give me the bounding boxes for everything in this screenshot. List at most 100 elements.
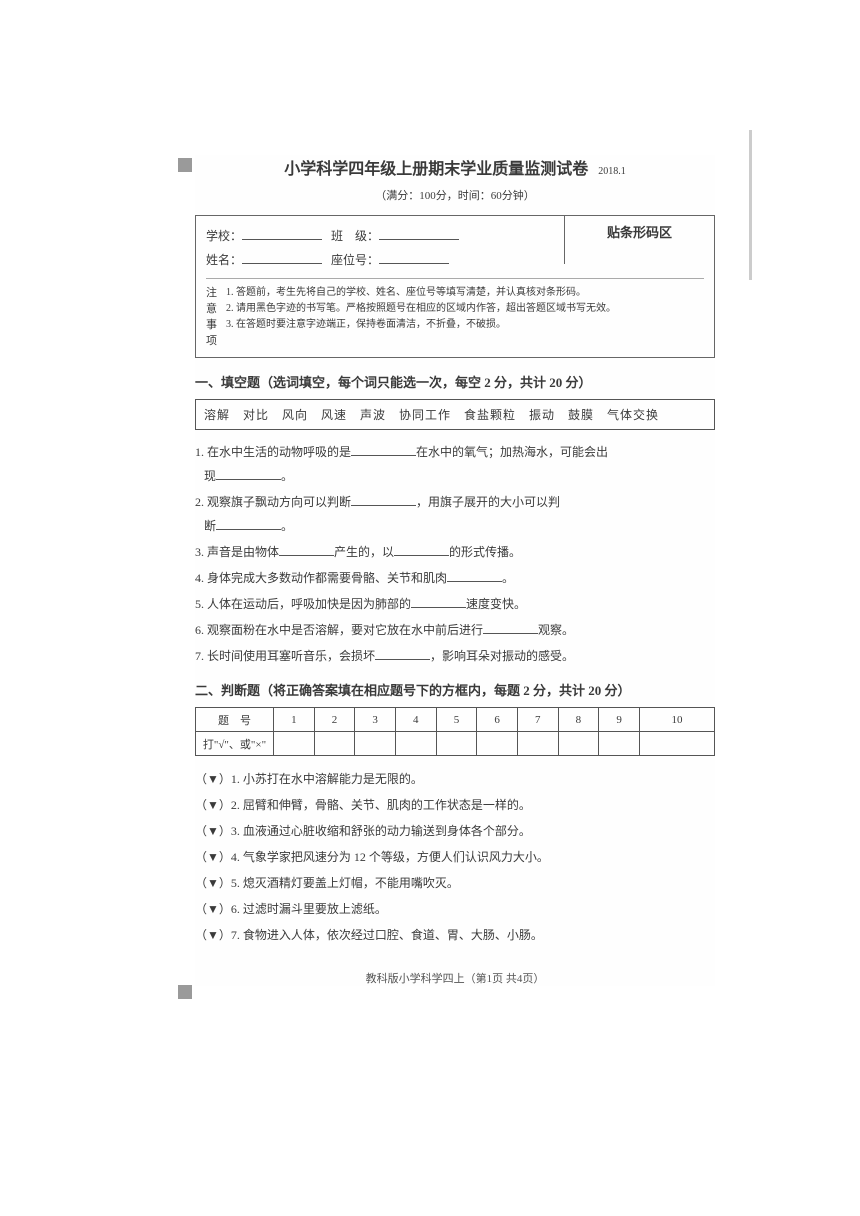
q1-d: 。 (281, 469, 293, 483)
tf-1: （▼）1. 小苏打在水中溶解能力是无限的。 (195, 766, 715, 792)
blank-4-1[interactable] (447, 569, 502, 582)
table-header-row: 题 号 1 2 3 4 5 6 7 8 9 10 (196, 708, 715, 732)
tf-6: （▼）6. 过滤时漏斗里要放上滤纸。 (195, 896, 715, 922)
notice-h-3: 项 (206, 333, 220, 349)
col-10: 10 (639, 708, 714, 732)
tf-2: （▼）2. 屈臂和伸臂，骨骼、关节、肌肉的工作状态是一样的。 (195, 792, 715, 818)
corner-mark-tl (178, 158, 192, 172)
tf-4: （▼）4. 气象学家把风速分为 12 个等级，方便人们认识风力大小。 (195, 844, 715, 870)
tf-5: （▼）5. 熄灭酒精灯要盖上灯帽，不能用嘴吹灭。 (195, 870, 715, 896)
name-label: 姓名： (206, 253, 242, 267)
notice-line-3: 3. 在答题时要注意字迹端正，保持卷面清洁，不折叠，不破损。 (226, 317, 616, 333)
col-6: 6 (477, 708, 518, 732)
q1: 1. 在水中生活的动物呼吸的是 在水中的氧气；加热海水，可能会出 现 。 (195, 440, 715, 488)
exam-page: 小学科学四年级上册期末学业质量监测试卷 2018.1 （满分：100分，时间：6… (195, 155, 715, 986)
name-input[interactable] (242, 250, 322, 264)
blank-3-1[interactable] (279, 543, 334, 556)
tf-7: （▼）7. 食物进入人体，依次经过口腔、食道、胃、大肠、小肠。 (195, 922, 715, 948)
blank-2-1[interactable] (351, 493, 416, 506)
blank-2-2[interactable] (216, 517, 281, 530)
table-answer-row: 打"√"、或"×" (196, 732, 715, 756)
col-9: 9 (599, 708, 640, 732)
notice-row: 注 意 事 项 1. 答题前，考生先将自己的学校、姓名、座位号等填写清楚，并认真… (206, 278, 704, 349)
scan-edge-shadow (749, 130, 752, 280)
notice-line-1: 1. 答题前，考生先将自己的学校、姓名、座位号等填写清楚，并认真核对条形码。 (226, 285, 616, 301)
notice-h-2: 事 (206, 317, 220, 333)
col-5: 5 (436, 708, 477, 732)
q2: 2. 观察旗子飘动方向可以判断 ，用旗子展开的大小可以判 断 。 (195, 490, 715, 538)
ans-7[interactable] (517, 732, 558, 756)
class-label: 班 级： (331, 229, 379, 243)
q3: 3. 声音是由物体 产生的，以 的形式传播。 (195, 540, 715, 564)
q6-a: 6. 观察面粉在水中是否溶解，要对它放在水中前后进行 (195, 623, 483, 637)
col-1: 1 (274, 708, 315, 732)
ans-3[interactable] (355, 732, 396, 756)
info-fields: 学校： 班 级： 姓名： 座位号： (206, 224, 564, 272)
barcode-label: 贴条形码区 (607, 225, 672, 240)
notice-h-0: 注 (206, 285, 220, 301)
q1-a: 1. 在水中生活的动物呼吸的是 (195, 445, 351, 459)
q5-b: 速度变快。 (466, 597, 526, 611)
blank-7-1[interactable] (375, 647, 430, 660)
exam-date: 2018.1 (598, 166, 626, 177)
q1-c: 现 (204, 469, 216, 483)
section1-title: 一、填空题（选词填空，每个词只能选一次，每空 2 分，共计 20 分） (195, 372, 715, 391)
q3-c: 的形式传播。 (449, 545, 521, 559)
notice-heading: 注 意 事 项 (206, 285, 220, 349)
col-2: 2 (314, 708, 355, 732)
ans-8[interactable] (558, 732, 599, 756)
title-row: 小学科学四年级上册期末学业质量监测试卷 2018.1 (195, 155, 715, 179)
blank-6-1[interactable] (483, 621, 538, 634)
q5-a: 5. 人体在运动后，呼吸加快是因为肺部的 (195, 597, 411, 611)
q3-b: 产生的，以 (334, 545, 394, 559)
q4-b: 。 (502, 571, 514, 585)
corner-mark-bl (178, 985, 192, 999)
q2-b: ，用旗子展开的大小可以判 (416, 495, 560, 509)
ans-6[interactable] (477, 732, 518, 756)
mark-label: 打"√"、或"×" (196, 732, 274, 756)
student-info-box: 学校： 班 级： 姓名： 座位号： 贴条形码区 注 意 事 项 1. 答题前，考… (195, 215, 715, 358)
col-label: 题 号 (196, 708, 274, 732)
q5: 5. 人体在运动后，呼吸加快是因为肺部的 速度变快。 (195, 592, 715, 616)
q7-b: ，影响耳朵对振动的感受。 (430, 649, 574, 663)
q2-d: 。 (281, 519, 293, 533)
notice-line-2: 2. 请用黑色字迹的书写笔。严格按照题号在相应的区域内作答，超出答题区域书写无效… (226, 301, 616, 317)
q4: 4. 身体完成大多数动作都需要骨骼、关节和肌肉 。 (195, 566, 715, 590)
ans-5[interactable] (436, 732, 477, 756)
blank-3-2[interactable] (394, 543, 449, 556)
q4-a: 4. 身体完成大多数动作都需要骨骼、关节和肌肉 (195, 571, 447, 585)
blank-1-1[interactable] (351, 443, 416, 456)
notice-h-1: 意 (206, 301, 220, 317)
class-input[interactable] (379, 226, 459, 240)
ans-9[interactable] (599, 732, 640, 756)
notice-body: 1. 答题前，考生先将自己的学校、姓名、座位号等填写清楚，并认真核对条形码。 2… (226, 285, 616, 349)
info-row: 学校： 班 级： 姓名： 座位号： 贴条形码区 (206, 224, 704, 272)
q7: 7. 长时间使用耳塞听音乐，会损坏 ，影响耳朵对振动的感受。 (195, 644, 715, 668)
blank-1-2[interactable] (216, 467, 281, 480)
main-title: 小学科学四年级上册期末学业质量监测试卷 (284, 161, 588, 178)
answer-table: 题 号 1 2 3 4 5 6 7 8 9 10 打"√"、或"×" (195, 707, 715, 756)
school-input[interactable] (242, 226, 322, 240)
ans-4[interactable] (395, 732, 436, 756)
subtitle: （满分：100分，时间：60分钟） (195, 187, 715, 203)
seat-label: 座位号： (331, 253, 379, 267)
ans-1[interactable] (274, 732, 315, 756)
seat-input[interactable] (379, 250, 449, 264)
ans-2[interactable] (314, 732, 355, 756)
ans-10[interactable] (639, 732, 714, 756)
q1-b: 在水中的氧气；加热海水，可能会出 (416, 445, 608, 459)
q2-a: 2. 观察旗子飘动方向可以判断 (195, 495, 351, 509)
q6-b: 观察。 (538, 623, 574, 637)
q7-a: 7. 长时间使用耳塞听音乐，会损坏 (195, 649, 375, 663)
tf-3: （▼）3. 血液通过心脏收缩和舒张的动力输送到身体各个部分。 (195, 818, 715, 844)
school-label: 学校： (206, 229, 242, 243)
word-bank: 溶解 对比 风向 风速 声波 协同工作 食盐颗粒 振动 鼓膜 气体交换 (195, 399, 715, 430)
q3-a: 3. 声音是由物体 (195, 545, 279, 559)
blank-5-1[interactable] (411, 595, 466, 608)
col-3: 3 (355, 708, 396, 732)
q6: 6. 观察面粉在水中是否溶解，要对它放在水中前后进行 观察。 (195, 618, 715, 642)
col-7: 7 (517, 708, 558, 732)
section2-title: 二、判断题（将正确答案填在相应题号下的方框内，每题 2 分，共计 20 分） (195, 680, 715, 699)
page-footer: 教科版小学科学四上（第1页 共4页） (195, 970, 715, 986)
q2-c: 断 (204, 519, 216, 533)
